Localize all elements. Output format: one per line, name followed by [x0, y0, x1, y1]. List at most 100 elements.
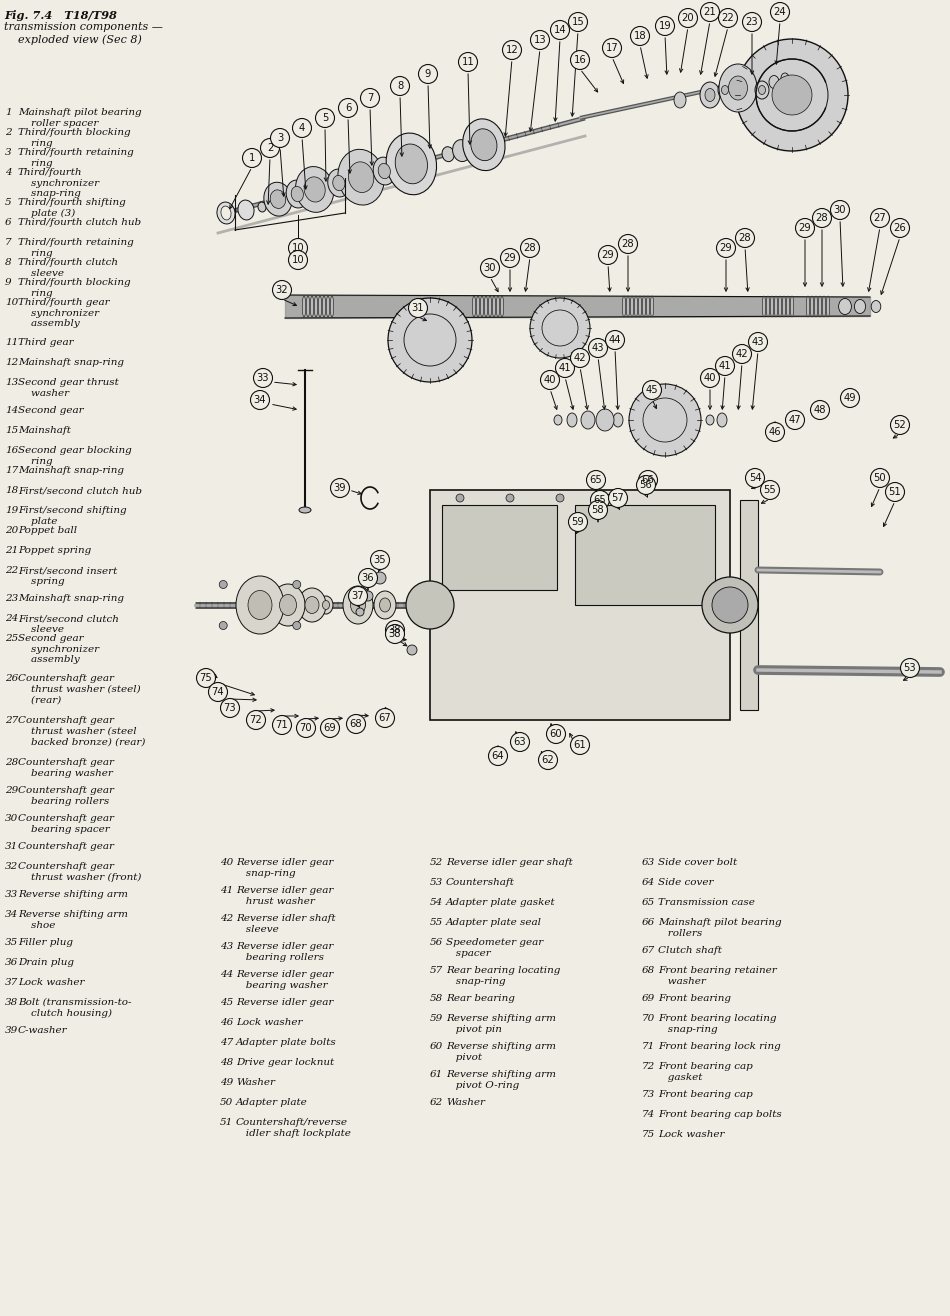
Text: 12: 12: [5, 358, 18, 367]
Text: 37: 37: [5, 978, 18, 987]
Text: 53: 53: [430, 878, 444, 887]
Ellipse shape: [476, 296, 480, 317]
Text: 67: 67: [379, 713, 391, 722]
Text: 29: 29: [504, 253, 517, 263]
Ellipse shape: [729, 76, 748, 100]
Circle shape: [602, 38, 621, 58]
Text: 64: 64: [492, 751, 504, 761]
Text: Front bearing retainer
   washer: Front bearing retainer washer: [658, 966, 777, 986]
Text: 55: 55: [430, 919, 444, 926]
Circle shape: [251, 391, 270, 409]
Text: 5: 5: [5, 197, 11, 207]
Ellipse shape: [481, 296, 484, 317]
Circle shape: [810, 400, 829, 420]
Circle shape: [360, 88, 379, 108]
Text: Fig. 7.4   T18/T98: Fig. 7.4 T18/T98: [4, 11, 117, 21]
Ellipse shape: [700, 82, 720, 108]
Text: Countershaft/reverse
   idler shaft lockplate: Countershaft/reverse idler shaft lockpla…: [236, 1119, 351, 1138]
Text: Reverse idler gear
   hrust washer: Reverse idler gear hrust washer: [236, 886, 333, 905]
Text: 45: 45: [220, 998, 234, 1007]
Circle shape: [273, 280, 292, 300]
Text: 28: 28: [816, 213, 828, 222]
Ellipse shape: [322, 600, 330, 609]
Ellipse shape: [767, 296, 770, 317]
Text: 73: 73: [223, 703, 237, 713]
Circle shape: [736, 39, 848, 151]
Text: Reverse idler gear
   bearing rollers: Reverse idler gear bearing rollers: [236, 942, 333, 962]
Circle shape: [289, 238, 308, 258]
Circle shape: [761, 480, 780, 500]
Ellipse shape: [319, 596, 333, 615]
Ellipse shape: [328, 170, 350, 197]
Circle shape: [530, 297, 590, 358]
Circle shape: [629, 384, 701, 457]
Circle shape: [786, 411, 805, 429]
Text: 47: 47: [788, 415, 801, 425]
Text: 41: 41: [220, 886, 234, 895]
Circle shape: [571, 736, 590, 754]
Circle shape: [349, 587, 368, 605]
Text: 47: 47: [220, 1038, 234, 1048]
Text: 4: 4: [299, 122, 305, 133]
Text: 68: 68: [350, 719, 362, 729]
Text: 40: 40: [220, 858, 234, 867]
Circle shape: [390, 76, 409, 96]
Ellipse shape: [496, 296, 500, 317]
Text: 65: 65: [590, 475, 602, 486]
Text: Front bearing cap: Front bearing cap: [658, 1090, 752, 1099]
Ellipse shape: [782, 296, 786, 317]
Text: 36: 36: [5, 958, 18, 967]
Text: Countershaft gear
    thrust washer (steel)
    (rear): Countershaft gear thrust washer (steel) …: [18, 674, 141, 704]
Text: 9: 9: [5, 278, 11, 287]
Text: 2: 2: [5, 128, 11, 137]
Text: 49: 49: [220, 1078, 234, 1087]
Circle shape: [506, 494, 514, 501]
Circle shape: [539, 750, 558, 770]
Text: 50: 50: [874, 472, 886, 483]
Text: C-washer: C-washer: [18, 1026, 67, 1034]
Text: 7: 7: [5, 238, 11, 247]
Text: 17: 17: [5, 466, 18, 475]
Text: 52: 52: [894, 420, 906, 430]
Text: 66: 66: [642, 919, 656, 926]
Text: Lock washer: Lock washer: [236, 1019, 302, 1026]
Circle shape: [530, 30, 549, 50]
Text: 18: 18: [634, 32, 646, 41]
Ellipse shape: [778, 296, 782, 317]
Text: Speedometer gear
   spacer: Speedometer gear spacer: [446, 938, 543, 958]
Text: 36: 36: [362, 572, 374, 583]
Ellipse shape: [613, 413, 623, 426]
Text: 33: 33: [256, 372, 269, 383]
Text: 30: 30: [5, 815, 18, 822]
Text: Reverse shifting arm: Reverse shifting arm: [18, 890, 128, 899]
Ellipse shape: [854, 300, 865, 313]
Circle shape: [208, 683, 227, 701]
Ellipse shape: [823, 296, 826, 317]
Text: 35: 35: [373, 555, 387, 565]
Ellipse shape: [338, 149, 384, 205]
Text: 55: 55: [764, 486, 776, 495]
Text: Mainshaft snap-ring: Mainshaft snap-ring: [18, 594, 124, 603]
Text: 48: 48: [220, 1058, 234, 1067]
Circle shape: [812, 208, 831, 228]
Text: 35: 35: [5, 938, 18, 948]
Text: 40: 40: [704, 372, 716, 383]
Text: 48: 48: [814, 405, 826, 415]
Text: 10: 10: [5, 297, 18, 307]
Ellipse shape: [790, 296, 794, 317]
Circle shape: [568, 512, 587, 532]
Circle shape: [546, 725, 565, 744]
Text: 50: 50: [220, 1098, 234, 1107]
Text: Countershaft gear
    bearing rollers: Countershaft gear bearing rollers: [18, 786, 114, 805]
Text: 39: 39: [333, 483, 347, 494]
Text: Second gear
    synchronizer
    assembly: Second gear synchronizer assembly: [18, 634, 99, 665]
Text: 40: 40: [543, 375, 557, 386]
Text: 32: 32: [5, 862, 18, 871]
Ellipse shape: [236, 576, 284, 634]
Ellipse shape: [314, 296, 317, 317]
Ellipse shape: [626, 296, 630, 317]
Text: 70: 70: [642, 1015, 656, 1023]
Text: 65: 65: [594, 495, 606, 505]
Text: 69: 69: [642, 994, 656, 1003]
Text: Reverse shifting arm
    shoe: Reverse shifting arm shoe: [18, 909, 128, 929]
